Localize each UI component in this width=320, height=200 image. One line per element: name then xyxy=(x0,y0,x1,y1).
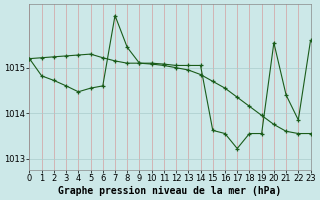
X-axis label: Graphe pression niveau de la mer (hPa): Graphe pression niveau de la mer (hPa) xyxy=(58,186,282,196)
